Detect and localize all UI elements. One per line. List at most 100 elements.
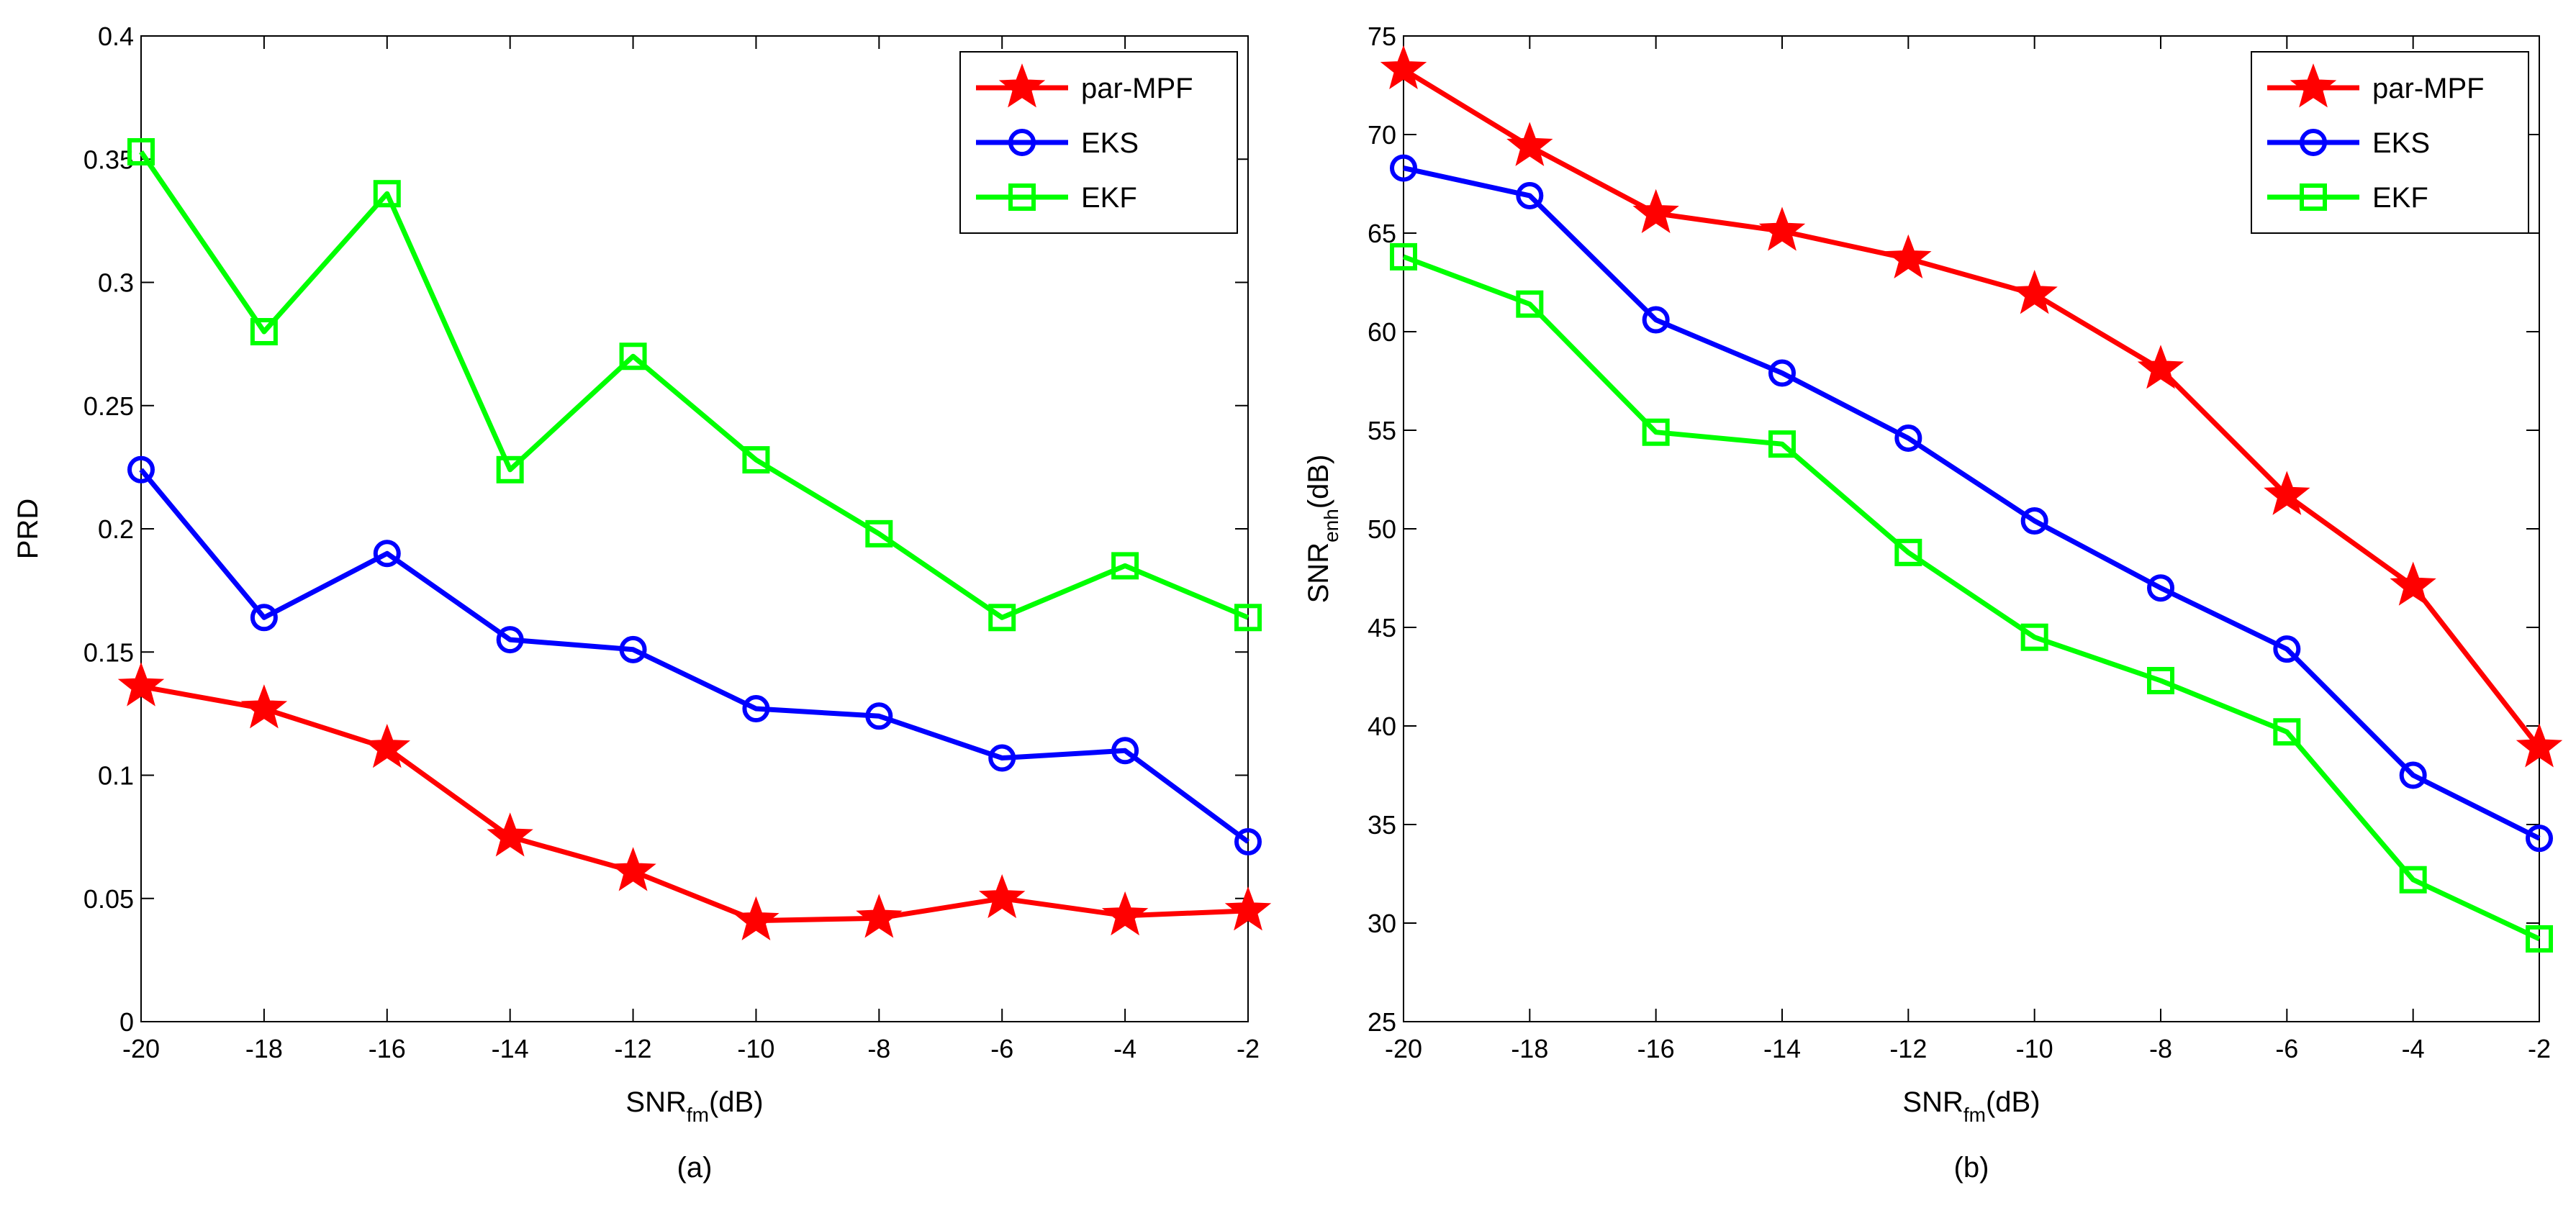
data-point	[978, 873, 1026, 919]
series-eks	[127, 455, 1262, 855]
data-point	[2516, 723, 2563, 768]
y-tick-label: 0.2	[98, 514, 134, 544]
series-ekf	[1390, 242, 2553, 953]
panel-label: (a)	[677, 1152, 713, 1184]
x-tick-label: -20	[122, 1034, 160, 1063]
data-point	[856, 894, 903, 938]
x-tick-label: -18	[245, 1034, 283, 1063]
x-tick-label: -12	[615, 1034, 652, 1063]
data-point	[865, 519, 893, 548]
x-axis-label: SNRfm(dB)	[1902, 1086, 2040, 1126]
data-point	[742, 446, 770, 474]
legend-swatch-marker	[2300, 129, 2327, 156]
y-tick-label: 70	[1368, 120, 1396, 150]
y-tick-label: 25	[1368, 1007, 1396, 1037]
y-tick-label: 40	[1368, 712, 1396, 741]
x-tick-label: -14	[492, 1034, 529, 1063]
y-axis-label-main: SNR	[1303, 542, 1334, 603]
data-point	[1642, 306, 1670, 334]
data-point	[2147, 574, 2174, 602]
data-point	[1768, 359, 1796, 387]
data-point	[2137, 345, 2184, 389]
data-point	[2020, 507, 2048, 535]
data-point	[1224, 886, 1272, 931]
series-par-mpf	[1380, 45, 2563, 768]
legend-swatch-marker	[2290, 63, 2337, 108]
x-tick-label: -6	[2275, 1034, 2298, 1063]
y-axis-label: SNRenh(dB)	[1303, 455, 1342, 604]
legend-entry-label: EKF	[2372, 182, 2428, 214]
legend-entry-label: EKS	[1081, 127, 1139, 159]
data-point	[127, 455, 155, 483]
y-tick-label: 50	[1368, 514, 1396, 544]
x-tick-label: -2	[2528, 1034, 2551, 1063]
legend-swatch-marker	[998, 63, 1046, 108]
series-ekf	[127, 137, 1262, 632]
x-tick-label: -2	[1237, 1034, 1260, 1063]
data-point	[2390, 561, 2436, 606]
series-par-mpf	[117, 662, 1272, 941]
y-axis-label-main: PRD	[12, 499, 44, 559]
y-tick-label: 0.35	[83, 145, 134, 174]
y-tick-label: 0	[119, 1007, 134, 1037]
data-point	[127, 137, 155, 165]
y-axis-label-sub: enh	[1320, 509, 1342, 542]
chart-panel-1: -20 -18 -16 -14 -12 -10 -8 -6 -4 -200.050.10.150.…	[12, 22, 1272, 1184]
data-point	[1894, 424, 1922, 452]
chart-panel-2: -20 -18 -16 -14 -12 -10 -8 -6 -4 -2 25 30 35 40 45 50 55…	[1303, 22, 2563, 1184]
x-tick-label: -8	[2149, 1034, 2172, 1063]
x-axis-label-suffix: (dB)	[709, 1086, 764, 1118]
x-axis-label-suffix: (dB)	[1986, 1086, 2041, 1118]
y-tick-label: 30	[1368, 909, 1396, 938]
y-tick-label: 60	[1368, 317, 1396, 347]
series-eks	[1390, 154, 2553, 853]
y-tick-label: 0.3	[98, 268, 134, 298]
data-point	[373, 540, 401, 568]
data-point	[988, 744, 1016, 772]
x-tick-label: -12	[1889, 1034, 1927, 1063]
legend: par-MPF EKS EKF	[2251, 51, 2529, 234]
x-tick-label: -14	[1763, 1034, 1801, 1063]
data-point	[2273, 635, 2301, 663]
x-tick-label: -4	[1113, 1034, 1136, 1063]
series-line	[1403, 165, 2541, 841]
data-point	[619, 342, 647, 371]
data-point	[496, 455, 524, 483]
data-point	[1111, 552, 1139, 580]
x-tick-label: -16	[1637, 1034, 1675, 1063]
x-tick-label: -18	[1511, 1034, 1548, 1063]
data-point	[2264, 471, 2310, 515]
data-point	[2020, 623, 2048, 651]
legend-entry-label: EKS	[2372, 127, 2430, 159]
y-tick-label: 55	[1368, 416, 1396, 445]
data-point	[610, 847, 656, 891]
y-tick-label: 35	[1368, 810, 1396, 840]
x-axis-label-sub: fm	[1963, 1104, 1986, 1126]
x-tick-label: -10	[737, 1034, 774, 1063]
y-axis-label-suffix: (dB)	[1303, 455, 1334, 509]
legend-entry-label: par-MPF	[1081, 73, 1193, 104]
data-point	[1894, 538, 1922, 566]
data-point	[2399, 866, 2427, 894]
x-tick-label: -4	[2402, 1034, 2425, 1063]
legend-entry-label: EKF	[1081, 182, 1137, 214]
data-point	[1768, 430, 1796, 458]
data-point	[363, 723, 411, 768]
x-tick-label: -20	[1385, 1034, 1422, 1063]
series-line	[1402, 254, 2541, 942]
y-tick-label: 0.25	[83, 391, 134, 421]
data-point	[988, 604, 1016, 632]
y-tick-label: 45	[1368, 613, 1396, 642]
x-axis-label-main: SNR	[625, 1086, 686, 1118]
data-point	[1234, 604, 1262, 632]
data-point	[1632, 189, 1679, 234]
data-point	[496, 626, 524, 654]
legend-swatch-marker	[1008, 129, 1036, 156]
data-point	[1390, 154, 1417, 182]
data-point	[1390, 242, 1417, 271]
y-axis-label: PRD	[12, 499, 44, 559]
data-point	[619, 635, 647, 663]
data-point	[865, 702, 893, 730]
legend-entry-label: par-MPF	[2372, 73, 2485, 104]
